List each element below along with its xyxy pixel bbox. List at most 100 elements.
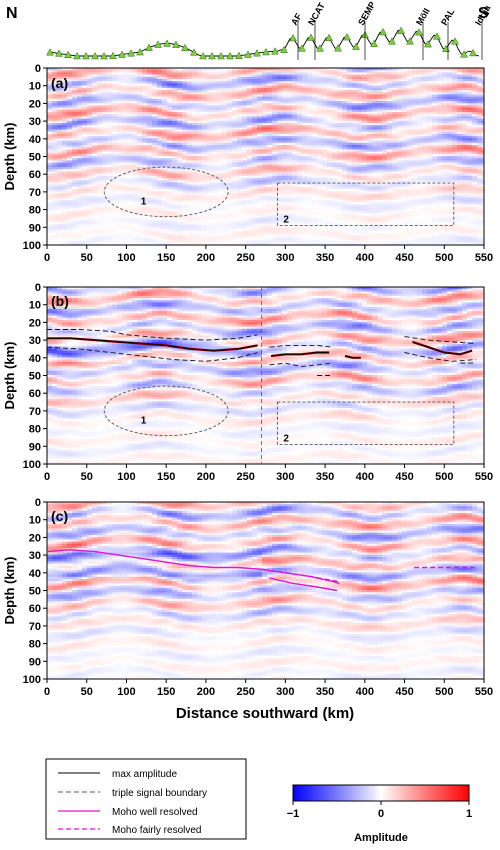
amplitude-cell [72, 90, 78, 93]
amplitude-cell [462, 151, 468, 155]
amplitude-cell [222, 76, 228, 80]
amplitude-cell [357, 74, 363, 78]
amplitude-cell [312, 81, 318, 84]
amplitude-cell [402, 182, 408, 185]
amplitude-cell [382, 101, 388, 104]
amplitude-cell [247, 182, 253, 185]
amplitude-cell [352, 90, 358, 93]
amplitude-cell [277, 94, 283, 97]
amplitude-cell [282, 147, 288, 150]
amplitude-cell [132, 123, 138, 126]
amplitude-cell [277, 107, 283, 111]
amplitude-cell [472, 120, 478, 124]
amplitude-cell [357, 169, 363, 172]
amplitude-cell [282, 189, 288, 192]
amplitude-cell [417, 70, 423, 73]
amplitude-cell [307, 94, 313, 97]
amplitude-cell [122, 101, 128, 104]
amplitude-cell [397, 140, 403, 144]
amplitude-cell [342, 70, 348, 73]
amplitude-cell [282, 136, 288, 139]
amplitude-cell [397, 94, 403, 97]
amplitude-cell [262, 184, 268, 188]
amplitude-cell [352, 186, 358, 190]
amplitude-cell [62, 162, 68, 166]
amplitude-cell [77, 160, 83, 163]
amplitude-cell [407, 107, 413, 111]
amplitude-cell [52, 125, 58, 128]
amplitude-cell [267, 167, 273, 170]
amplitude-cell [407, 125, 413, 128]
amplitude-cell [467, 164, 473, 168]
amplitude-cell [322, 74, 328, 78]
amplitude-cell [472, 74, 478, 78]
amplitude-cell [147, 68, 153, 71]
amplitude-cell [422, 116, 428, 119]
amplitude-cell [147, 90, 153, 93]
amplitude-cell [167, 79, 173, 82]
amplitude-cell [82, 140, 88, 144]
amplitude-cell [457, 98, 463, 102]
amplitude-cell [52, 105, 58, 108]
amplitude-cell [242, 131, 248, 135]
amplitude-cell [267, 116, 273, 119]
amplitude-cell [377, 120, 383, 124]
amplitude-cell [47, 127, 53, 130]
amplitude-cell [117, 79, 123, 82]
amplitude-cell [412, 94, 418, 97]
amplitude-cell [302, 180, 308, 183]
amplitude-cell [122, 162, 128, 166]
amplitude-cell [92, 114, 98, 117]
amplitude-cell [187, 167, 193, 170]
amplitude-cell [367, 171, 373, 174]
amplitude-cell [247, 94, 253, 97]
amplitude-cell [212, 112, 218, 115]
amplitude-cell [192, 178, 198, 181]
amplitude-cell [242, 83, 248, 86]
amplitude-cell [427, 142, 433, 146]
amplitude-cell [452, 167, 458, 170]
amplitude-cell [97, 186, 103, 190]
amplitude-cell [452, 85, 458, 89]
amplitude-cell [367, 156, 373, 159]
amplitude-cell [97, 140, 103, 144]
amplitude-cell [367, 151, 373, 155]
amplitude-cell [182, 160, 188, 163]
amplitude-cell [62, 83, 68, 86]
amplitude-cell [192, 182, 198, 185]
amplitude-cell [192, 169, 198, 172]
amplitude-cell [262, 112, 268, 115]
amplitude-cell [307, 136, 313, 139]
amplitude-cell [267, 87, 273, 91]
amplitude-cell [372, 81, 378, 84]
amplitude-cell [272, 138, 278, 141]
amplitude-cell [137, 68, 143, 71]
amplitude-cell [192, 138, 198, 141]
amplitude-cell [452, 68, 458, 71]
amplitude-cell [362, 120, 368, 124]
amplitude-cell [372, 182, 378, 185]
amplitude-cell [312, 105, 318, 108]
amplitude-cell [172, 112, 178, 115]
amplitude-cell [292, 125, 298, 128]
amplitude-cell [62, 140, 68, 144]
amplitude-cell [322, 160, 328, 163]
amplitude-cell [442, 105, 448, 108]
amplitude-cell [77, 92, 83, 95]
amplitude-cell [432, 178, 438, 181]
amplitude-cell [72, 101, 78, 104]
amplitude-cell [392, 173, 398, 177]
amplitude-cell [117, 186, 123, 190]
amplitude-cell [332, 164, 338, 168]
amplitude-cell [377, 72, 383, 75]
station-triangle-icon [469, 48, 477, 57]
amplitude-cell [212, 120, 218, 124]
amplitude-cell [317, 87, 323, 91]
amplitude-cell [207, 173, 213, 177]
amplitude-cell [342, 145, 348, 148]
amplitude-cell [82, 153, 88, 157]
amplitude-cell [437, 81, 443, 84]
amplitude-cell [477, 118, 483, 122]
amplitude-cell [47, 103, 53, 106]
amplitude-cell [237, 98, 243, 102]
